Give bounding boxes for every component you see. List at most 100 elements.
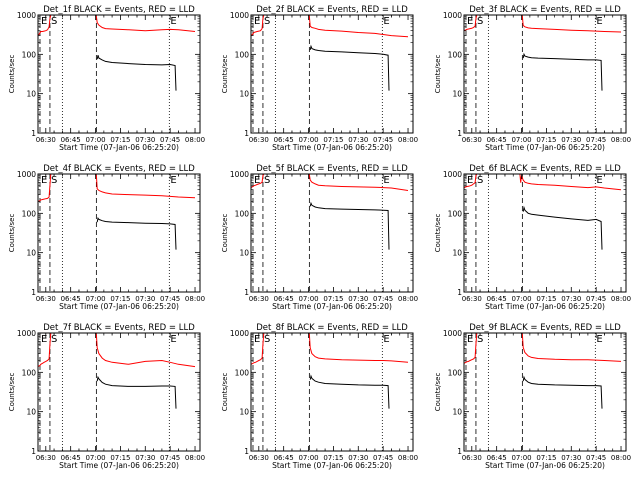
y-axis-label: Counts/sec [221,373,229,412]
time-marker-label: E [170,175,176,186]
y-tick-label: 10 [26,408,36,417]
x-tick-label: 07:00 [85,454,105,462]
x-tick-label: 08:00 [185,295,205,303]
y-tick-label: 100 [448,50,463,59]
time-marker-label: S [51,16,57,27]
panel-title: Det_3f BLACK = Events, RED = LLD [469,5,621,15]
x-tick-label: 08:00 [185,136,205,144]
y-tick-label: 100 [235,368,250,377]
lld-series-line [250,332,409,365]
x-tick-label: 07:00 [511,454,531,462]
plot-frame [250,173,414,293]
x-axis-label: Start Time (07-Jan-06 06:25:20) [272,302,392,311]
x-axis-label: Start Time (07-Jan-06 06:25:20) [59,143,179,152]
events-series-line [309,374,390,409]
x-tick-label: 07:15 [110,136,130,144]
y-tick-label: 1 [244,129,249,138]
time-marker-label: S [51,334,57,345]
x-tick-label: 07:45 [586,295,606,303]
x-tick-label: 06:45 [274,136,294,144]
x-tick-label: 07:30 [561,454,581,462]
panel-title: Det_8f BLACK = Events, RED = LLD [256,323,408,333]
x-tick-label: 07:45 [373,295,393,303]
x-tick-label: 07:15 [536,295,556,303]
lld-series-line [463,14,622,33]
events-series-line [96,55,177,91]
x-tick-label: 07:15 [110,454,130,462]
panel-title: Det_6f BLACK = Events, RED = LLD [469,164,621,174]
x-tick-label: 07:15 [323,454,343,462]
x-axis-label: Start Time (07-Jan-06 06:25:20) [485,143,605,152]
lld-series-line [463,332,622,364]
x-axis-label: Start Time (07-Jan-06 06:25:20) [272,461,392,470]
plot-frame [37,173,201,293]
x-tick-label: 06:45 [274,454,294,462]
y-tick-label: 1 [31,447,36,456]
x-tick-label: 08:00 [398,295,418,303]
x-tick-label: 06:45 [487,454,507,462]
x-tick-label: 07:30 [135,295,155,303]
panel-title: Det_5f BLACK = Events, RED = LLD [256,164,408,174]
panel-title: Det_7f BLACK = Events, RED = LLD [43,323,195,333]
x-tick-label: 06:45 [61,295,81,303]
time-marker-label: S [477,16,483,27]
lld-series-line [250,14,409,38]
y-tick-label: 10 [452,249,462,258]
x-tick-label: 06:30 [249,454,269,462]
y-axis-label: Counts/sec [8,55,16,94]
panel-title: Det_2f BLACK = Events, RED = LLD [256,5,408,15]
x-tick-label: 07:30 [348,295,368,303]
y-tick-label: 1 [457,288,462,297]
y-tick-label: 100 [235,50,250,59]
x-tick-label: 08:00 [398,454,418,462]
time-marker-label: E [467,175,473,186]
plot-frame [463,173,627,293]
y-tick-label: 10 [26,249,36,258]
x-tick-label: 06:45 [61,136,81,144]
lld-series-line [37,14,196,36]
events-series-line [522,205,603,250]
y-tick-label: 1 [457,447,462,456]
y-tick-label: 1000 [443,329,462,338]
time-marker-label: E [41,16,47,27]
x-tick-label: 06:45 [274,295,294,303]
x-tick-label: 08:00 [611,295,631,303]
time-marker-label: E [467,16,473,27]
x-tick-label: 06:30 [462,454,482,462]
x-tick-label: 07:15 [536,136,556,144]
x-tick-label: 06:30 [249,295,269,303]
y-tick-label: 100 [22,50,37,59]
y-axis-label: Counts/sec [8,214,16,253]
x-tick-label: 07:45 [160,295,180,303]
events-series-line [309,201,390,250]
time-marker-label: E [41,175,47,186]
x-tick-label: 06:30 [462,295,482,303]
events-series-line [522,375,603,409]
x-tick-label: 06:30 [462,136,482,144]
y-tick-label: 10 [452,90,462,99]
x-tick-label: 08:00 [611,136,631,144]
x-tick-label: 07:30 [561,295,581,303]
plot-frame [463,332,627,452]
x-tick-label: 07:00 [298,295,318,303]
plot-frame [37,332,201,452]
x-tick-label: 07:45 [586,454,606,462]
y-tick-label: 1 [244,447,249,456]
x-tick-label: 06:30 [249,136,269,144]
y-tick-label: 1000 [17,329,36,338]
x-tick-label: 08:00 [398,136,418,144]
events-series-line [309,44,390,91]
y-tick-label: 10 [239,249,249,258]
x-tick-label: 06:30 [36,136,56,144]
y-tick-label: 10 [239,408,249,417]
y-axis-label: Counts/sec [221,55,229,94]
y-tick-label: 100 [448,368,463,377]
events-series-line [96,375,177,409]
